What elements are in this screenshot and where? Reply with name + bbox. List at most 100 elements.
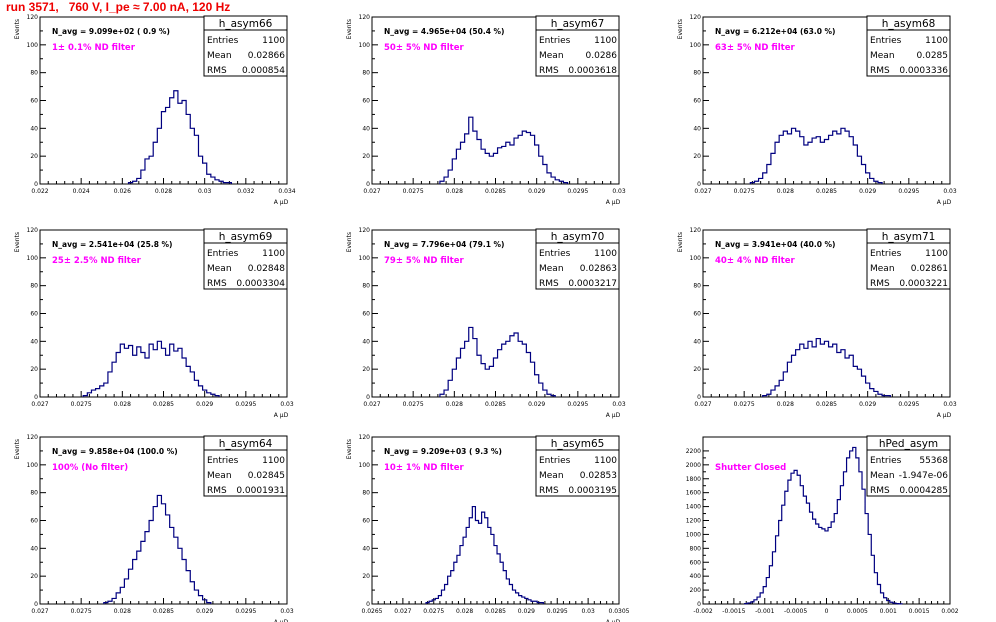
y-tick-label: 120	[27, 14, 39, 21]
stats-box: hPed_asym Entries 55368 Mean -1.947e-06 RMS 0.…	[866, 435, 951, 497]
y-tick-label: 1200	[686, 518, 701, 525]
y-axis-label: Events	[677, 232, 684, 252]
filter-annotation: 1± 0.1% ND filter	[52, 43, 136, 53]
stats-box: h_asym65 Entries 1100 Mean 0.02853 RMS 0.00031…	[535, 435, 620, 497]
y-tick-label: 2000	[686, 462, 701, 469]
y-tick-label: 1600	[686, 490, 701, 497]
stats-key: RMS	[870, 66, 890, 76]
y-tick-label: 40	[362, 545, 370, 552]
filter-annotation: 79± 5% ND filter	[384, 256, 464, 266]
stats-key: RMS	[870, 486, 890, 496]
stats-value: 0.000854	[242, 66, 285, 76]
x-axis-label: A μD	[937, 412, 952, 419]
stats-hist-name: h_asym64	[219, 438, 273, 450]
y-tick-label: 40	[693, 125, 701, 132]
histogram-series	[127, 90, 233, 184]
x-tick-label: -0.0015	[722, 608, 745, 615]
y-tick-label: 80	[362, 490, 370, 497]
y-tick-label: 40	[30, 125, 38, 132]
y-tick-label: 20	[693, 366, 701, 373]
x-tick-label: 0.0295	[898, 401, 919, 408]
x-axis-label: A μD	[606, 619, 621, 622]
x-tick-label: 0.028	[777, 188, 794, 195]
navg-label: N_avg = 9.209e+03 ( 9.3 %)	[384, 447, 502, 456]
histogram-series	[82, 340, 220, 397]
stats-value: 0.02853	[580, 471, 617, 481]
x-tick-label: 0.028	[456, 608, 473, 615]
y-tick-label: 120	[690, 227, 702, 234]
x-tick-label: 0.029	[196, 608, 213, 615]
filter-annotation: 100% (No filter)	[52, 463, 128, 473]
x-tick-label: 0.0295	[567, 401, 588, 408]
stats-value: 1100	[262, 249, 285, 259]
stats-box-frame	[535, 435, 620, 497]
y-tick-label: 200	[690, 587, 702, 594]
y-tick-label: 60	[30, 518, 38, 525]
stats-value: 1100	[594, 456, 617, 466]
y-axis-label: Events	[677, 19, 684, 39]
histogram-series	[744, 446, 903, 605]
stats-hist-name: h_asym65	[551, 438, 605, 450]
stats-value: 1100	[594, 249, 617, 259]
y-tick-label: 20	[362, 366, 370, 373]
filter-annotation: Shutter Closed	[715, 463, 786, 473]
stats-box-frame	[203, 15, 288, 77]
y-axis-label: Events	[14, 232, 21, 252]
stats-box: h_asym66 Entries 1100 Mean 0.02866 RMS 0.00085…	[203, 15, 288, 77]
y-tick-label: 20	[362, 573, 370, 580]
stats-value: 0.0003217	[568, 279, 617, 289]
filter-annotation: 50± 5% ND filter	[384, 43, 464, 53]
stats-key: Mean	[207, 471, 232, 481]
x-tick-label: 0.0285	[485, 608, 506, 615]
y-tick-label: 120	[27, 434, 39, 441]
x-tick-label: 0.03	[943, 401, 957, 408]
y-tick-label: 120	[359, 14, 371, 21]
stats-box: h_asym71 Entries 1100 Mean 0.02861 RMS 0.00032…	[866, 228, 951, 290]
y-tick-label: 100	[359, 462, 371, 469]
x-tick-label: 0.03	[943, 188, 957, 195]
x-tick-label: 0.03	[612, 188, 626, 195]
stats-key: Entries	[539, 36, 571, 46]
x-tick-label: 0.028	[446, 188, 463, 195]
stats-value: 0.0003221	[899, 279, 948, 289]
x-tick-label: 0.027	[694, 401, 711, 408]
x-tick-label: 0.03	[198, 188, 212, 195]
histogram-panel-h_asym69: 0 20 40 60 80 100 120 0.027 0.0275 0.028 0.0285 0.0…	[14, 227, 294, 419]
stats-key: Entries	[539, 249, 571, 259]
histogram-panel-h_asym67: 0 20 40 60 80 100 120 0.027 0.0275 0.028 0.0285 0.0…	[346, 14, 626, 206]
stats-key: Entries	[870, 456, 902, 466]
y-axis-label: Events	[14, 439, 21, 459]
stats-box-frame	[535, 228, 620, 290]
y-tick-label: 60	[30, 311, 38, 318]
stats-box-frame	[203, 228, 288, 290]
stats-value: 1100	[925, 36, 948, 46]
stats-hist-name: hPed_asym	[879, 438, 938, 450]
navg-label: N_avg = 7.796e+04 (79.1 %)	[384, 240, 504, 249]
x-tick-label: 0.0295	[235, 401, 256, 408]
stats-box: h_asym68 Entries 1100 Mean 0.0285 RMS 0.000333…	[866, 15, 951, 77]
x-axis-label: A μD	[274, 199, 289, 206]
navg-label: N_avg = 2.541e+04 (25.8 %)	[52, 240, 172, 249]
stats-value: 0.0001931	[236, 486, 285, 496]
y-tick-label: 0	[34, 394, 38, 401]
stats-value: 0.0003304	[236, 279, 285, 289]
x-tick-label: 0.027	[363, 401, 380, 408]
y-tick-label: 120	[359, 227, 371, 234]
x-tick-label: 0.027	[363, 188, 380, 195]
navg-label: N_avg = 6.212e+04 (63.0 %)	[715, 27, 835, 36]
x-tick-label: 0.0295	[898, 188, 919, 195]
y-axis-label: Events	[14, 19, 21, 39]
y-tick-label: 120	[359, 434, 371, 441]
x-tick-label: 0.0265	[362, 608, 383, 615]
histogram-series	[425, 505, 544, 604]
stats-value: 0.02848	[248, 264, 285, 274]
stats-value: -1.947e-06	[899, 471, 949, 481]
y-tick-label: 100	[27, 255, 39, 262]
filter-annotation: 10± 1% ND filter	[384, 463, 464, 473]
x-tick-label: 0.03	[280, 608, 294, 615]
stats-value: 0.0003618	[568, 66, 617, 76]
x-tick-label: 0.0275	[423, 608, 444, 615]
x-tick-label: 0.027	[31, 401, 48, 408]
y-tick-label: 60	[30, 98, 38, 105]
